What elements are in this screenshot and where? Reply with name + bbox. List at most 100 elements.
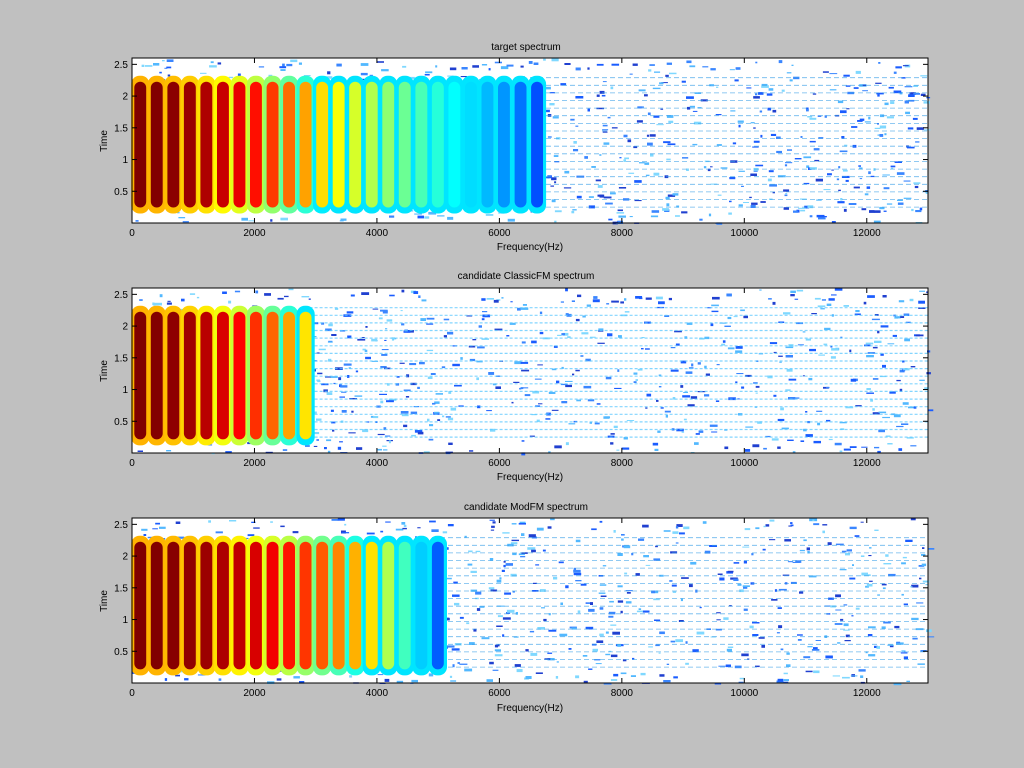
noise-speckle: [459, 616, 464, 619]
noise-speckle: [453, 581, 458, 584]
noise-speckle: [632, 657, 635, 660]
noise-speckle: [520, 361, 529, 364]
noise-speckle: [167, 74, 171, 77]
noise-speckle: [586, 304, 591, 307]
noise-speckle: [529, 435, 535, 437]
noise-speckle: [780, 648, 784, 651]
noise-speckle: [597, 194, 604, 197]
noise-speckle: [430, 373, 436, 375]
noise-speckle: [385, 521, 391, 523]
noise-speckle: [665, 414, 668, 418]
noise-speckle: [454, 384, 462, 387]
noise-speckle: [497, 615, 503, 618]
noise-speckle: [819, 216, 827, 218]
noise-speckle: [376, 405, 381, 408]
noise-speckle: [429, 520, 436, 523]
noise-speckle: [642, 610, 650, 613]
noise-speckle: [839, 421, 847, 424]
noise-speckle: [648, 646, 653, 648]
noise-speckle: [902, 556, 907, 559]
noise-speckle: [910, 445, 917, 447]
noise-speckle: [476, 377, 479, 381]
noise-speckle: [722, 340, 726, 343]
noise-speckle: [349, 675, 353, 678]
noise-speckle: [835, 543, 844, 546]
noise-speckle: [893, 414, 901, 418]
noise-speckle: [795, 560, 802, 563]
noise-speckle: [454, 602, 460, 606]
noise-speckle: [251, 521, 256, 523]
noise-speckle: [435, 65, 438, 68]
noise-speckle: [423, 451, 430, 453]
noise-speckle: [707, 168, 711, 172]
noise-speckle: [514, 664, 521, 667]
noise-speckle: [709, 424, 718, 427]
noise-speckle: [686, 168, 689, 171]
noise-speckle: [737, 398, 740, 400]
noise-speckle: [835, 594, 841, 598]
noise-speckle: [588, 668, 593, 670]
noise-speckle: [845, 85, 851, 87]
noise-speckle: [689, 65, 696, 68]
noise-speckle: [880, 325, 889, 328]
noise-speckle: [913, 182, 921, 184]
noise-speckle: [877, 94, 880, 97]
noise-speckle: [634, 180, 642, 183]
noise-speckle: [883, 187, 890, 190]
noise-speckle: [633, 381, 637, 383]
noise-speckle: [820, 308, 825, 310]
noise-speckle: [645, 407, 648, 409]
noise-speckle: [671, 584, 677, 587]
noise-speckle: [865, 585, 869, 588]
noise-speckle: [683, 418, 687, 421]
noise-speckle: [417, 215, 424, 219]
noise-speckle: [790, 294, 795, 297]
noise-speckle: [492, 669, 499, 671]
noise-speckle: [341, 532, 350, 534]
noise-speckle: [905, 321, 911, 324]
noise-speckle: [834, 288, 843, 291]
noise-speckle: [686, 96, 694, 99]
noise-speckle: [711, 431, 718, 433]
noise-speckle: [645, 297, 652, 300]
noise-speckle: [755, 392, 758, 394]
noise-speckle: [507, 543, 514, 547]
noise-speckle: [568, 648, 572, 650]
noise-speckle: [787, 439, 794, 441]
noise-speckle: [488, 68, 491, 71]
noise-speckle: [778, 588, 787, 591]
noise-speckle: [644, 94, 648, 97]
noise-speckle: [280, 525, 285, 528]
noise-speckle: [882, 295, 887, 298]
noise-speckle: [882, 587, 886, 590]
noise-speckle: [610, 679, 618, 681]
noise-speckle: [601, 94, 606, 97]
noise-speckle: [153, 63, 160, 66]
noise-speckle: [327, 71, 331, 75]
noise-speckle: [807, 421, 811, 424]
noise-speckle: [317, 372, 323, 375]
x-axis-label: Frequency(Hz): [497, 703, 563, 714]
noise-speckle: [602, 131, 608, 133]
noise-speckle: [705, 373, 710, 376]
noise-speckle: [753, 382, 758, 384]
noise-speckle: [771, 438, 779, 441]
noise-speckle: [643, 555, 649, 558]
noise-speckle: [813, 670, 820, 674]
noise-speckle: [711, 310, 719, 313]
noise-speckle: [893, 682, 902, 686]
noise-speckle: [797, 639, 802, 641]
noise-speckle: [613, 530, 616, 533]
noise-speckle: [660, 407, 664, 409]
noise-speckle: [716, 222, 723, 225]
noise-speckle: [913, 85, 918, 87]
noise-speckle: [923, 129, 931, 131]
noise-speckle: [767, 178, 772, 182]
noise-speckle: [356, 447, 363, 450]
harmonic-band: [382, 81, 395, 208]
noise-speckle: [623, 437, 628, 440]
noise-speckle: [871, 318, 880, 321]
noise-speckle: [727, 570, 734, 573]
noise-speckle: [885, 554, 889, 557]
noise-speckle: [927, 350, 931, 353]
